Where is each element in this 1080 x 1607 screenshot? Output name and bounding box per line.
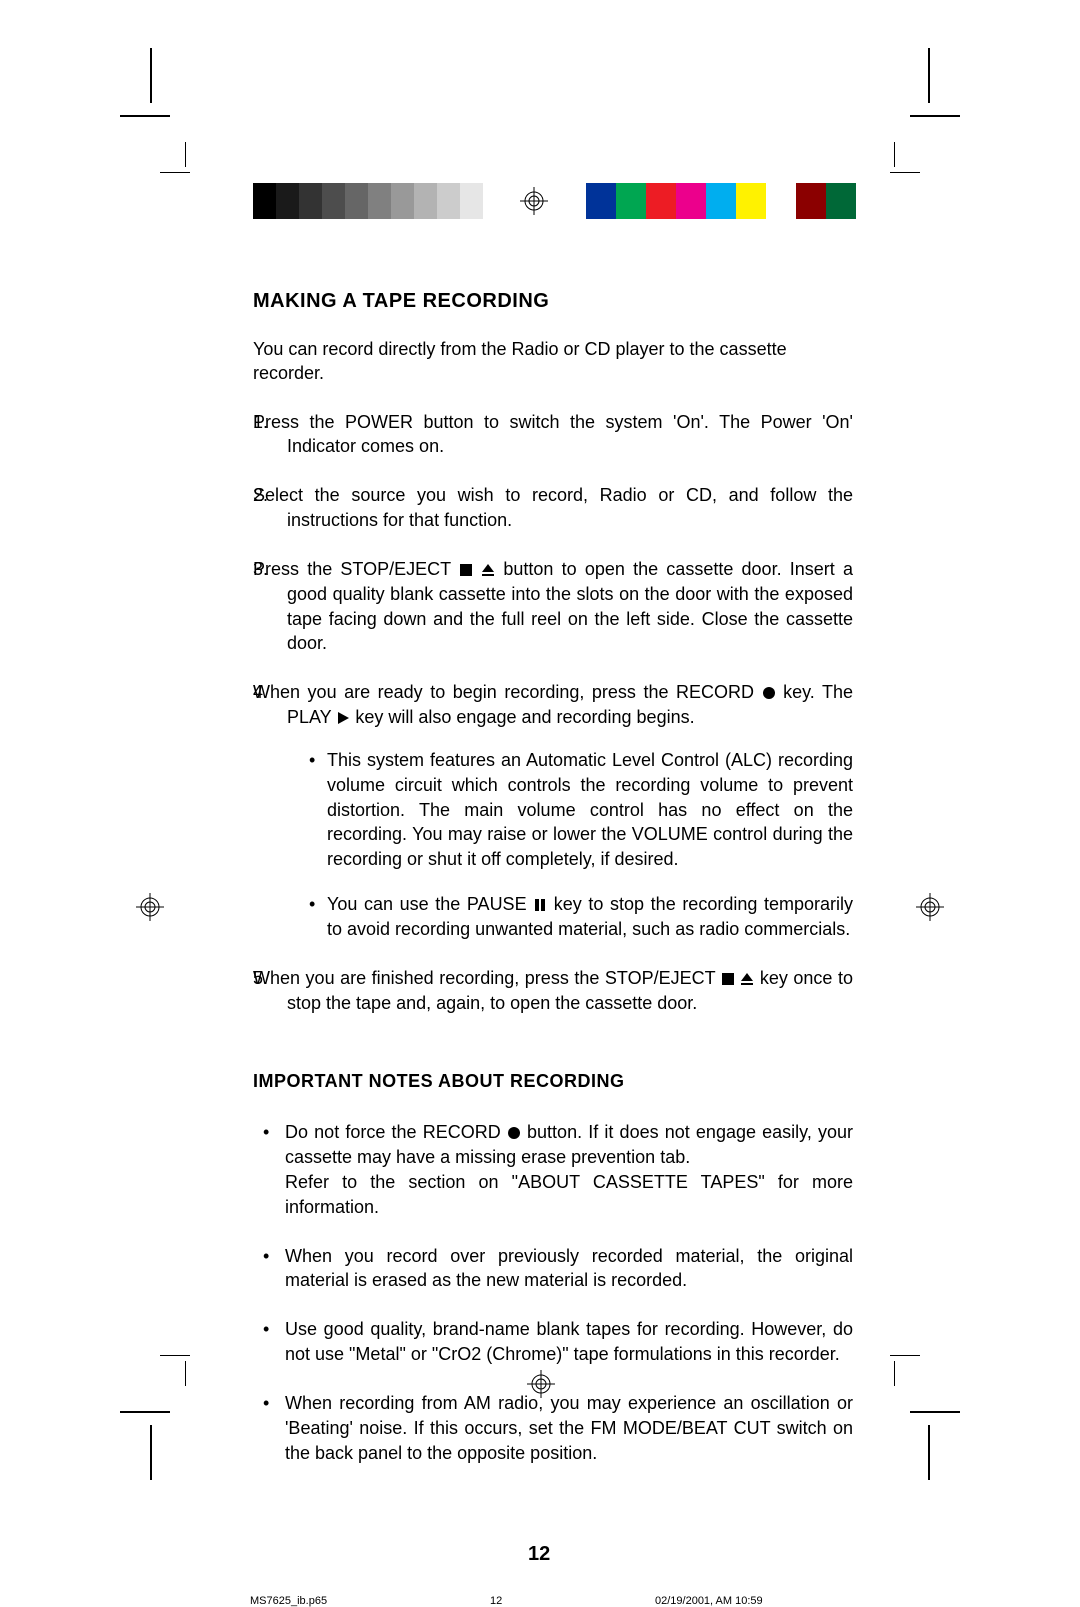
crop-mark	[150, 48, 152, 103]
gray-swatch	[437, 183, 460, 219]
gray-swatch	[460, 183, 483, 219]
intro-text: You can record directly from the Radio o…	[253, 337, 853, 386]
note-item: Do not force the RECORD button. If it do…	[253, 1120, 853, 1219]
color-swatch	[586, 183, 616, 219]
page-content: MAKING A TAPE RECORDING You can record d…	[253, 290, 853, 1489]
crop-mark	[120, 115, 170, 117]
page-number: 12	[528, 1543, 550, 1566]
step-item: 1. Press the POWER button to switch the …	[253, 410, 853, 460]
registration-mark-icon	[136, 893, 164, 921]
stop-icon	[459, 559, 473, 579]
note-item: When recording from AM radio, you may ex…	[253, 1391, 853, 1465]
note-item: Use good quality, brand-name blank tapes…	[253, 1317, 853, 1367]
crop-mark	[120, 1411, 170, 1413]
crop-mark	[928, 48, 930, 103]
crop-mark	[185, 1361, 186, 1386]
grayscale-bar	[253, 183, 506, 219]
section-heading: MAKING A TAPE RECORDING	[253, 290, 853, 313]
stop-icon	[721, 968, 735, 988]
crop-mark	[894, 1361, 895, 1386]
crop-mark	[890, 1355, 920, 1356]
gray-swatch	[391, 183, 414, 219]
crop-mark	[890, 172, 920, 173]
gray-swatch	[483, 183, 506, 219]
color-swatch	[616, 183, 646, 219]
gray-swatch	[299, 183, 322, 219]
registration-mark-icon	[520, 187, 548, 215]
color-swatch	[736, 183, 766, 219]
crop-mark	[160, 1355, 190, 1356]
color-swatch	[676, 183, 706, 219]
step-item: 5. When you are finished recording, pres…	[253, 966, 853, 1016]
play-icon	[336, 707, 350, 727]
crop-mark	[185, 142, 186, 167]
gray-swatch	[276, 183, 299, 219]
color-bar	[586, 183, 856, 219]
color-swatch	[826, 183, 856, 219]
gray-swatch	[253, 183, 276, 219]
color-swatch	[766, 183, 796, 219]
step-item: 2. Select the source you wish to record,…	[253, 483, 853, 533]
sub-heading: IMPORTANT NOTES ABOUT RECORDING	[253, 1071, 853, 1092]
color-swatch	[796, 183, 826, 219]
step-item: 4. When you are ready to begin recording…	[253, 680, 853, 941]
record-icon	[507, 1122, 521, 1142]
footer-filename: MS7625_ib.p65	[250, 1595, 327, 1607]
bullet-item: You can use the PAUSE key to stop the re…	[309, 892, 853, 942]
footer-timestamp: 02/19/2001, AM 10:59	[655, 1595, 763, 1607]
crop-mark	[910, 1411, 960, 1413]
record-icon	[762, 682, 776, 702]
eject-icon	[481, 559, 495, 579]
gray-swatch	[322, 183, 345, 219]
crop-mark	[928, 1425, 930, 1480]
registration-mark-icon	[916, 893, 944, 921]
crop-mark	[910, 115, 960, 117]
color-swatch	[706, 183, 736, 219]
step-item: 3. Press the STOP/EJECT button to open t…	[253, 557, 853, 656]
gray-swatch	[368, 183, 391, 219]
bullet-item: This system features an Automatic Level …	[309, 748, 853, 872]
notes-list: Do not force the RECORD button. If it do…	[253, 1120, 853, 1465]
crop-mark	[160, 172, 190, 173]
steps-list: 1. Press the POWER button to switch the …	[253, 410, 853, 1016]
pause-icon	[533, 894, 547, 914]
crop-mark	[894, 142, 895, 167]
color-swatch	[646, 183, 676, 219]
note-item: When you record over previously recorded…	[253, 1244, 853, 1294]
eject-icon	[740, 968, 754, 988]
crop-mark	[150, 1425, 152, 1480]
nested-list: This system features an Automatic Level …	[287, 748, 853, 942]
gray-swatch	[414, 183, 437, 219]
footer-page: 12	[490, 1595, 502, 1607]
gray-swatch	[345, 183, 368, 219]
